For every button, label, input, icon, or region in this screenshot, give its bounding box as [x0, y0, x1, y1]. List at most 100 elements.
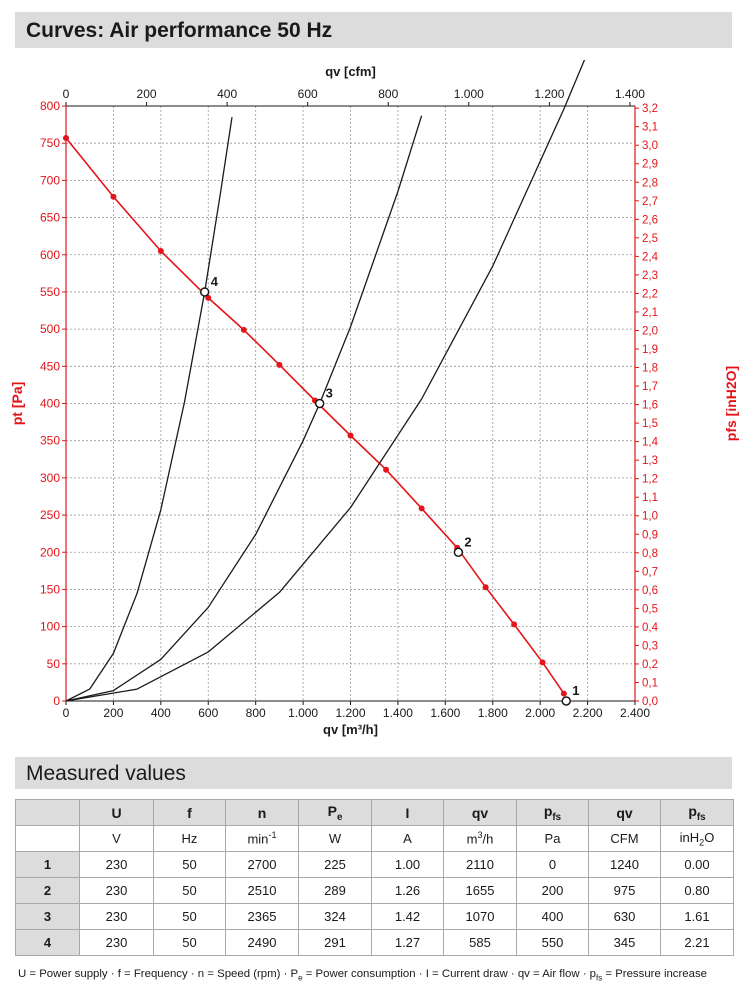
x-tick-label: 600 [198, 706, 218, 720]
header-main: f [187, 804, 192, 821]
fan-curve-point [418, 505, 425, 512]
row-label: 3 [15, 903, 80, 930]
unit-cell: m3/h [443, 825, 517, 852]
fan-curve-point [157, 248, 164, 255]
fan-curve-point [240, 326, 247, 333]
y2-tick-label: 0,0 [642, 696, 658, 708]
operating-point-label: 4 [211, 274, 219, 289]
header-cell: qv [443, 799, 517, 826]
y2-tick-label: 2,2 [642, 288, 658, 300]
y2-tick-label: 0,6 [642, 585, 658, 597]
header-cell: I [371, 799, 444, 826]
table-cell: 0.00 [660, 851, 734, 878]
table-cell: 291 [298, 929, 372, 956]
table-cell: 2700 [225, 851, 299, 878]
table-row: 2 230 50 2510 289 1.26 1655 200 975 0.80 [15, 877, 734, 904]
table-cell: 2110 [443, 851, 517, 878]
table-cell: 975 [588, 877, 661, 904]
y2-tick-label: 0,1 [642, 677, 658, 689]
header-main: qv [471, 804, 489, 821]
header-main: I [405, 804, 410, 821]
y2-tick-label: 3,1 [642, 122, 658, 134]
x-tick-label: 2.000 [525, 706, 555, 720]
y2-tick-label: 1,0 [642, 511, 658, 523]
y-tick-label: 450 [40, 359, 60, 373]
y-tick-label: 400 [40, 397, 60, 411]
table-cell: 400 [516, 903, 589, 930]
y2-tick-label: 2,1 [642, 307, 658, 319]
table-cell: 0 [516, 851, 589, 878]
y-tick-label: 250 [40, 508, 60, 522]
fan-curve-point [511, 621, 518, 628]
operating-point-label: 2 [464, 534, 471, 549]
x2-tick-label: 200 [137, 87, 157, 101]
header-cell [15, 799, 80, 826]
y-tick-label: 800 [40, 99, 60, 113]
y2-tick-label: 0,5 [642, 603, 658, 615]
x2-tick-label: 0 [63, 87, 70, 101]
table-cell: 230 [79, 851, 154, 878]
x2-tick-label: 1.400 [615, 87, 645, 101]
table-row: 1 230 50 2700 225 1.00 2110 0 1240 0.00 [15, 851, 734, 878]
row-label: 4 [15, 929, 80, 956]
y2-tick-label: 2,4 [642, 251, 659, 263]
y2-tick-label: 0,9 [642, 529, 658, 541]
x-tick-label: 2.200 [573, 706, 603, 720]
row-label: 2 [15, 877, 80, 904]
table-cell: 2510 [225, 877, 299, 904]
table-section-title: Measured values [26, 762, 186, 785]
y2-tick-label: 2,9 [642, 159, 658, 171]
chart-title: Curves: Air performance 50 Hz [26, 19, 333, 42]
operating-point-label: 1 [572, 683, 579, 698]
header-cell: pfs [516, 799, 589, 826]
y2-tick-label: 0,8 [642, 548, 658, 560]
table-cell: 230 [79, 929, 154, 956]
table-cell: 1.27 [371, 929, 444, 956]
x2-axis-label: qv [cfm] [325, 64, 376, 79]
x2-tick-label: 800 [378, 87, 398, 101]
y2-tick-label: 2,5 [642, 233, 658, 245]
system-curve-1 [65, 60, 586, 702]
y2-tick-label: 1,2 [642, 474, 658, 486]
operating-point [453, 547, 464, 557]
system-curve-3 [65, 117, 233, 702]
x-tick-label: 0 [63, 706, 70, 720]
y2-tick-label: 3,0 [642, 140, 658, 152]
y2-tick-label: 0,3 [642, 640, 658, 652]
fan-curve-point [560, 690, 567, 697]
table-cell: 50 [153, 877, 226, 904]
table-cell: 630 [588, 903, 661, 930]
table-cell: 1.42 [371, 903, 444, 930]
y-tick-label: 150 [40, 582, 60, 596]
header-main: p [688, 802, 697, 819]
fan-curve-point [276, 361, 283, 368]
y-tick-label: 200 [40, 545, 60, 559]
table-cell: 1070 [443, 903, 517, 930]
chart-section-header: Curves: Air performance 50 Hz [15, 12, 732, 48]
table-cell: 50 [153, 929, 226, 956]
table-cell: 2365 [225, 903, 299, 930]
y-tick-label: 500 [40, 322, 60, 336]
table-cell: 1.00 [371, 851, 444, 878]
x-tick-label: 800 [246, 706, 266, 720]
unit-cell: A [371, 825, 444, 852]
x-tick-label: 1.200 [335, 706, 365, 720]
operating-point-label: 3 [326, 386, 333, 401]
y2-tick-label: 2,0 [642, 325, 658, 337]
x-tick-label: 400 [151, 706, 171, 720]
table-cell: 230 [79, 903, 154, 930]
table-cell: 225 [298, 851, 372, 878]
fan-curve-point [205, 294, 212, 301]
system-curve-2 [65, 115, 423, 702]
fan-curve [65, 137, 565, 695]
operating-point [561, 696, 571, 706]
y-tick-label: 50 [47, 657, 61, 671]
y2-tick-label: 1,3 [642, 455, 658, 467]
y-tick-label: 550 [40, 285, 60, 299]
fan-curve-point [110, 193, 117, 200]
y-tick-label: 0 [53, 694, 60, 708]
table-cell: 50 [153, 851, 226, 878]
y-tick-label: 300 [40, 471, 60, 485]
